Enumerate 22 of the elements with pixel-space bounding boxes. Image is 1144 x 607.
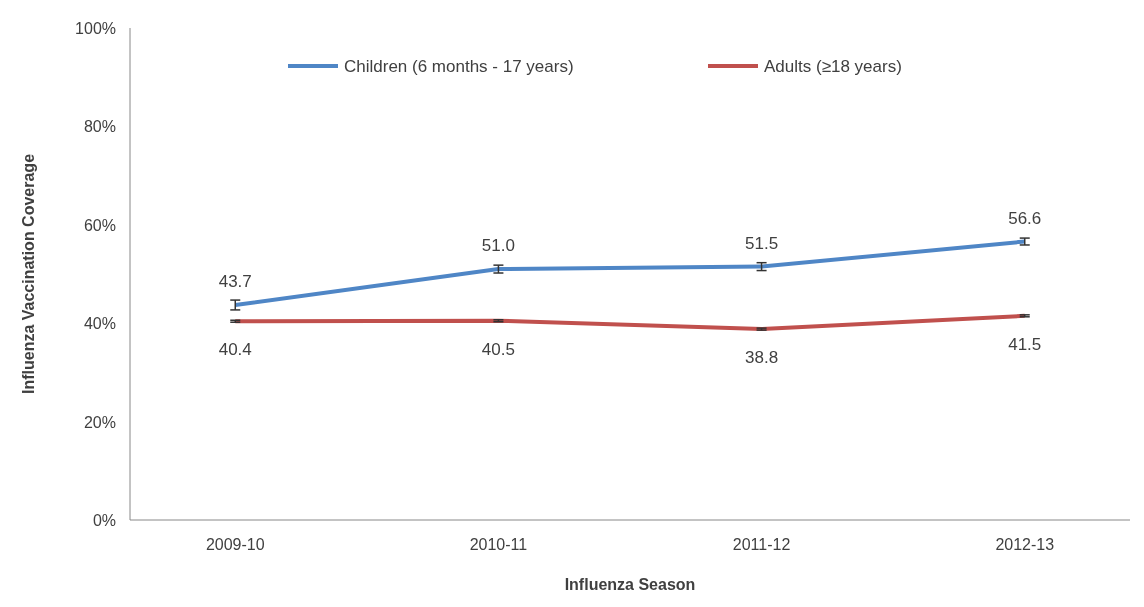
x-tick-label: 2011-12: [732, 536, 791, 553]
x-axis-title: Influenza Season: [564, 576, 696, 593]
legend-label: Children (6 months - 17 years): [344, 57, 574, 76]
y-axis-title: Influenza Vaccination Coverage: [20, 153, 37, 395]
x-tick-label: 2010-11: [469, 536, 528, 553]
y-tick-label: 20%: [83, 413, 116, 431]
data-label: 56.6: [1008, 208, 1042, 228]
data-label: 38.8: [745, 348, 779, 368]
data-label: 51.5: [745, 233, 779, 253]
x-tick-label: 2009-10: [205, 536, 265, 553]
y-tick-label: 40%: [83, 315, 116, 333]
y-tick-label: 60%: [83, 216, 116, 234]
data-label: 40.5: [481, 339, 515, 359]
data-label: 40.4: [218, 340, 252, 360]
data-label: 51.0: [481, 236, 515, 256]
y-tick-label: 100%: [75, 20, 116, 37]
y-tick-label: 0%: [92, 512, 116, 529]
y-tick-label: 80%: [83, 118, 116, 136]
data-label: 43.7: [218, 272, 252, 291]
legend-label: Adults (≥18 years): [764, 57, 902, 76]
x-tick-label: 2012-13: [995, 536, 1055, 553]
data-label: 41.5: [1008, 334, 1042, 354]
